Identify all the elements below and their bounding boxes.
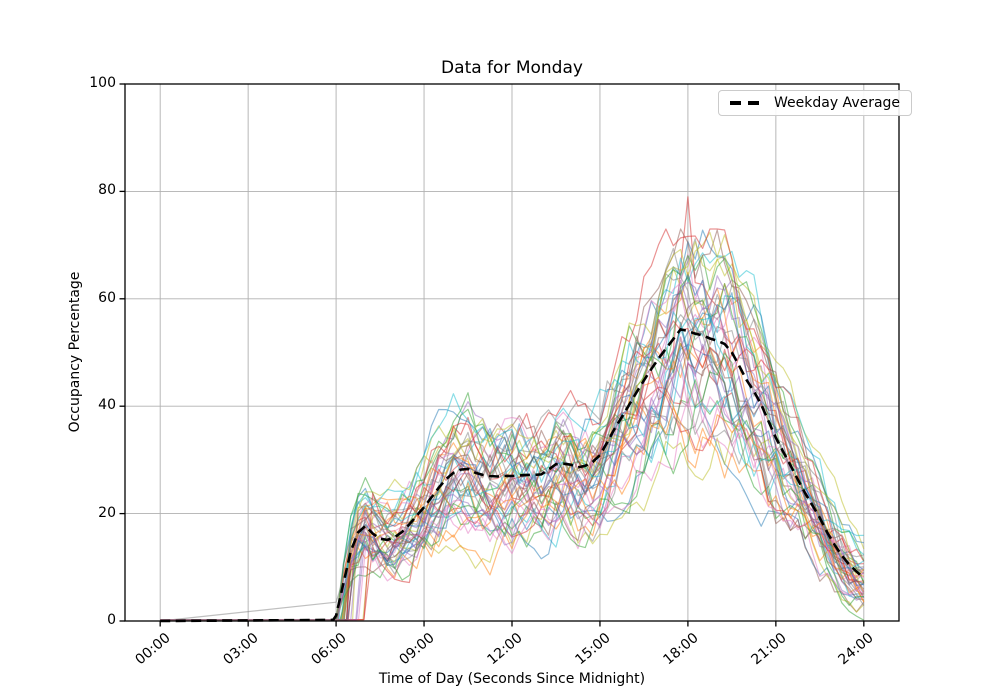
- y-tick-label: 40: [98, 397, 116, 414]
- y-tick-label: 100: [89, 75, 116, 91]
- occupancy-trace: [160, 318, 865, 621]
- weekday-average-line: [160, 327, 865, 623]
- y-tick-label: 60: [98, 289, 116, 306]
- legend-dashed-line-sample: [730, 101, 764, 105]
- occupancy-trace: [160, 289, 865, 621]
- legend-label: Weekday Average: [774, 95, 901, 111]
- occupancy-trace: [160, 407, 865, 621]
- occupancy-trace: [160, 274, 864, 621]
- occupancy-trace: [160, 228, 864, 621]
- occupancy-trace: [160, 352, 864, 621]
- tick-marks: [119, 83, 865, 627]
- x-axis-label: Time of Day (Seconds Since Midnight): [378, 671, 646, 687]
- occupancy-trace: [160, 376, 865, 621]
- occupancy-trace: [160, 241, 865, 621]
- gridlines: [125, 83, 899, 622]
- y-tick-label: 0: [107, 612, 116, 628]
- occupancy-trace: [160, 343, 865, 621]
- y-tick-label: 80: [98, 182, 116, 199]
- occupancy-trace: [160, 400, 865, 622]
- y-axis-label: Occupancy Percentage: [67, 271, 83, 433]
- chart-title: Data for Monday: [441, 58, 583, 78]
- y-tick-label: 20: [98, 504, 116, 521]
- legend: Weekday Average: [718, 90, 913, 116]
- occupancy-trace: [160, 363, 865, 621]
- daily-occupancy-traces: [160, 196, 865, 622]
